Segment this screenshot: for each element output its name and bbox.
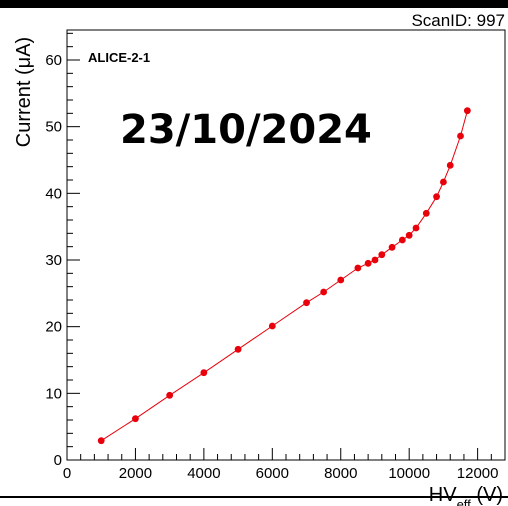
bottom-border [0,496,508,498]
y-tick-label: 30 [45,252,62,269]
scanid-box [478,8,508,30]
x-axis-label: HVeff (V) [429,484,503,506]
y-axis-label: Current (μA) [13,37,35,147]
data-point [364,259,372,267]
data-point [412,224,420,232]
data-point [303,299,310,307]
data-point [97,437,105,445]
data-point [422,209,430,217]
x-tick-label: 6000 [256,465,289,482]
data-series [97,107,471,445]
data-point [132,415,139,423]
data-point [433,193,440,201]
data-point [388,243,396,251]
y-tick-label: 60 [45,52,62,69]
data-point [320,288,328,296]
data-point [457,132,464,140]
data-point [234,345,242,353]
top-border [0,0,508,8]
x-tick-label: 8000 [324,465,357,482]
x-tick-label: 10000 [388,465,430,482]
x-tick-label: 2000 [119,465,152,482]
data-point [446,161,454,169]
data-point [337,276,345,284]
y-tick-label: 20 [45,319,62,336]
x-tick-label: 12000 [457,465,499,482]
y-tick-label: 10 [45,385,62,402]
y-tick-label: 50 [45,119,62,136]
data-point [463,107,471,115]
x-axis-label-sub: eff [457,497,472,506]
data-point [268,322,276,330]
axes-box [66,29,506,461]
data-point [371,256,379,264]
date-stamp: 23/10/2024 [120,107,372,153]
data-point [378,251,386,259]
series-line [100,110,468,442]
data-point [354,264,362,272]
data-point [398,236,406,244]
data-point [200,369,208,377]
y-axis: 0 10 20 30 40 50 60 [45,32,80,469]
scan-id-label: ScanID: 997 [411,11,505,30]
y-tick-label: 40 [45,185,62,202]
detector-label: ALICE-2-1 [88,50,150,65]
data-point [405,231,413,239]
x-axis: 0 2000 4000 6000 8000 10000 12000 [63,448,506,482]
data-point [166,391,174,399]
x-axis-label-main: HV [429,484,457,506]
x-tick-label: 0 [63,465,71,482]
x-tick-label: 4000 [187,465,220,482]
data-point [440,178,447,186]
x-axis-label-unit: (V) [471,484,503,506]
y-tick-label: 0 [54,452,62,469]
